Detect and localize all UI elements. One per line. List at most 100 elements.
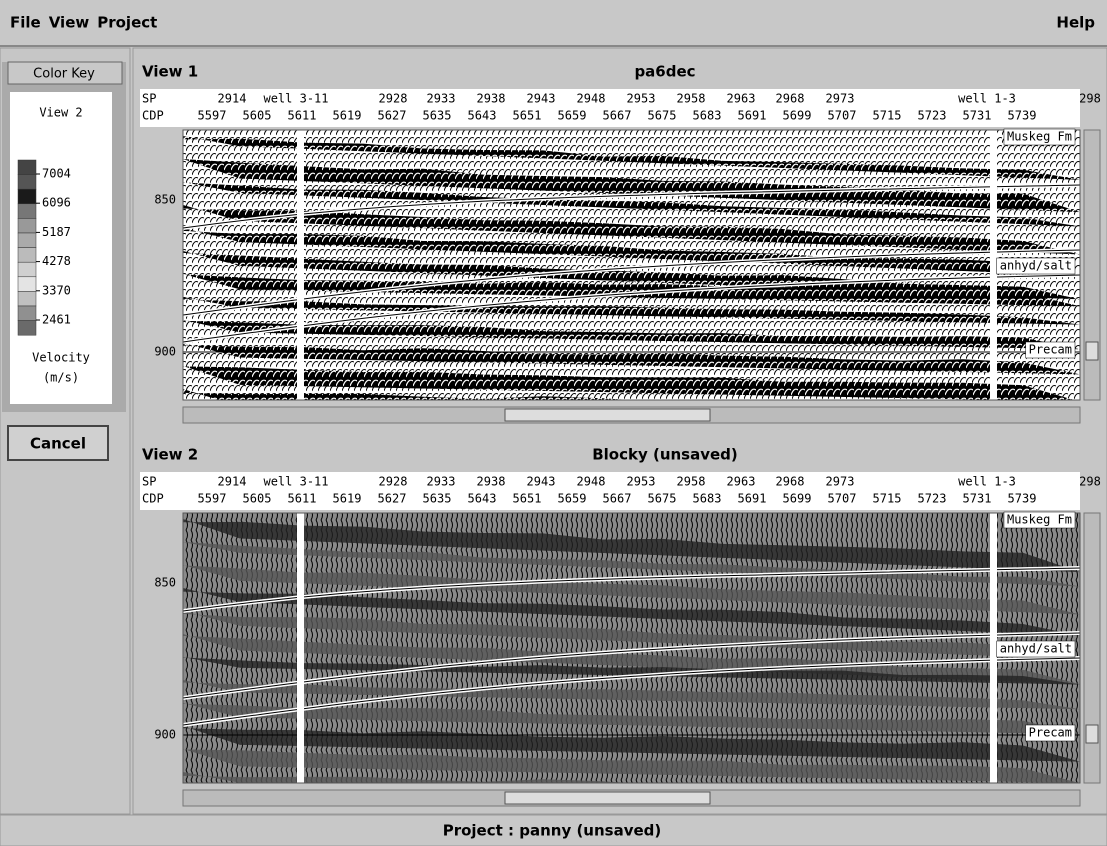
cdp-tick-label: 5731 — [963, 109, 992, 123]
view-title: View 1 — [142, 63, 198, 81]
cdp-label: CDP — [142, 492, 164, 506]
cdp-tick-label: 5723 — [918, 492, 947, 506]
cdp-tick-label: 5619 — [333, 109, 362, 123]
key-swatch — [18, 291, 36, 306]
sp-tick-label: 2948 — [577, 92, 606, 106]
key-swatch — [18, 248, 36, 263]
key-swatch — [18, 321, 36, 336]
cdp-tick-label: 5651 — [513, 492, 542, 506]
cdp-tick-label: 5691 — [738, 492, 767, 506]
cdp-tick-label: 5651 — [513, 109, 542, 123]
view-name: Blocky (unsaved) — [592, 446, 738, 464]
cdp-tick-label: 5597 — [198, 492, 227, 506]
horizon-label: Muskeg Fm — [1007, 130, 1072, 144]
h-scroll-thumb — [505, 409, 710, 421]
cdp-tick-label: 5643 — [468, 492, 497, 506]
key-label: Velocity — [32, 351, 90, 365]
cdp-tick-label: 5659 — [558, 492, 587, 506]
cancel-label[interactable]: Cancel — [30, 435, 86, 453]
cdp-tick-label: 5605 — [243, 492, 272, 506]
cdp-tick-label: 5611 — [288, 109, 317, 123]
cdp-tick-label: 5659 — [558, 109, 587, 123]
sp-tick-label: well 3-11 — [263, 475, 328, 489]
cdp-tick-label: 5683 — [693, 109, 722, 123]
cdp-tick-label: 5627 — [378, 109, 407, 123]
app-window: Project : panny (unsaved) Help Color Key… — [0, 0, 1107, 846]
key-value: 7004 — [42, 167, 71, 181]
seismic-section — [183, 513, 1080, 800]
key-swatch — [18, 160, 36, 175]
sp-tick-label: 2933 — [427, 475, 456, 489]
cdp-tick-label: 5611 — [288, 492, 317, 506]
sp-tick-label: 2938 — [477, 475, 506, 489]
horizon-label: Precam — [1029, 726, 1072, 740]
sp-tick-label: 2968 — [776, 92, 805, 106]
horizon-label: anhyd/salt — [1000, 642, 1072, 656]
y-tick-label: 900 — [154, 728, 176, 742]
horizon-label: Precam — [1029, 343, 1072, 357]
key-value: 6096 — [42, 196, 71, 210]
cdp-tick-label: 5627 — [378, 492, 407, 506]
cdp-tick-label: 5597 — [198, 109, 227, 123]
menu-item[interactable]: Project — [97, 14, 157, 32]
key-value: 4278 — [42, 254, 71, 268]
cdp-tick-label: 5723 — [918, 109, 947, 123]
cdp-tick-label: 5635 — [423, 109, 452, 123]
sp-tick-label: 2973 — [826, 475, 855, 489]
sp-tick-label: 2963 — [727, 92, 756, 106]
sp-tick-label: 2958 — [677, 475, 706, 489]
sp-tick-label: 2933 — [427, 92, 456, 106]
sp-tick-label: 2953 — [627, 92, 656, 106]
sp-tick-label: 2958 — [677, 92, 706, 106]
cdp-tick-label: 5619 — [333, 492, 362, 506]
key-swatch — [18, 189, 36, 204]
cdp-tick-label: 5707 — [828, 492, 857, 506]
sp-tick-label: 298 — [1079, 92, 1101, 106]
sp-tick-label: well 3-11 — [263, 92, 328, 106]
key-value: 3370 — [42, 283, 71, 297]
menu-item[interactable]: View — [49, 14, 90, 32]
sp-tick-label: 2953 — [627, 475, 656, 489]
key-swatch — [18, 277, 36, 292]
v-scroll-thumb — [1086, 725, 1098, 743]
sp-tick-label: well 1-3 — [958, 475, 1016, 489]
cdp-tick-label: 5667 — [603, 109, 632, 123]
key-view: View 2 — [39, 106, 82, 120]
cdp-tick-label: 5683 — [693, 492, 722, 506]
cdp-tick-label: 5635 — [423, 492, 452, 506]
cdp-tick-label: 5691 — [738, 109, 767, 123]
horizon-label: anhyd/salt — [1000, 259, 1072, 273]
sp-tick-label: 2963 — [727, 475, 756, 489]
cdp-tick-label: 5739 — [1008, 492, 1037, 506]
sp-tick-label: 2968 — [776, 475, 805, 489]
cdp-tick-label: 5715 — [873, 109, 902, 123]
status-text: Project : panny (unsaved) — [443, 822, 662, 840]
cdp-tick-label: 5643 — [468, 109, 497, 123]
menu-bar — [0, 0, 1107, 46]
cdp-tick-label: 5667 — [603, 492, 632, 506]
y-tick-label: 850 — [154, 576, 176, 590]
cdp-tick-label: 5699 — [783, 492, 812, 506]
menu-help[interactable]: Help — [1056, 14, 1095, 32]
cdp-tick-label: 5707 — [828, 109, 857, 123]
cdp-label: CDP — [142, 109, 164, 123]
v-scroll-thumb — [1086, 342, 1098, 360]
key-swatch — [18, 233, 36, 248]
key-value: 2461 — [42, 313, 71, 327]
horizon-label: Muskeg Fm — [1007, 513, 1072, 527]
page: {"menu": {"items": ["File", "View", "Pro… — [0, 0, 1107, 846]
cdp-tick-label: 5605 — [243, 109, 272, 123]
view-title: View 2 — [142, 446, 198, 464]
sp-tick-label: 2948 — [577, 475, 606, 489]
color-key-label[interactable]: Color Key — [33, 67, 95, 82]
sp-tick-label: 2928 — [379, 92, 408, 106]
key-value: 5187 — [42, 225, 71, 239]
sp-tick-label: 298 — [1079, 475, 1101, 489]
h-scroll-thumb — [505, 792, 710, 804]
well-trace — [990, 130, 997, 400]
sp-tick-label: 2914 — [218, 92, 247, 106]
cdp-tick-label: 5739 — [1008, 109, 1037, 123]
sp-label: SP — [142, 92, 156, 106]
menu-item[interactable]: File — [10, 14, 41, 32]
well-trace — [297, 513, 304, 783]
